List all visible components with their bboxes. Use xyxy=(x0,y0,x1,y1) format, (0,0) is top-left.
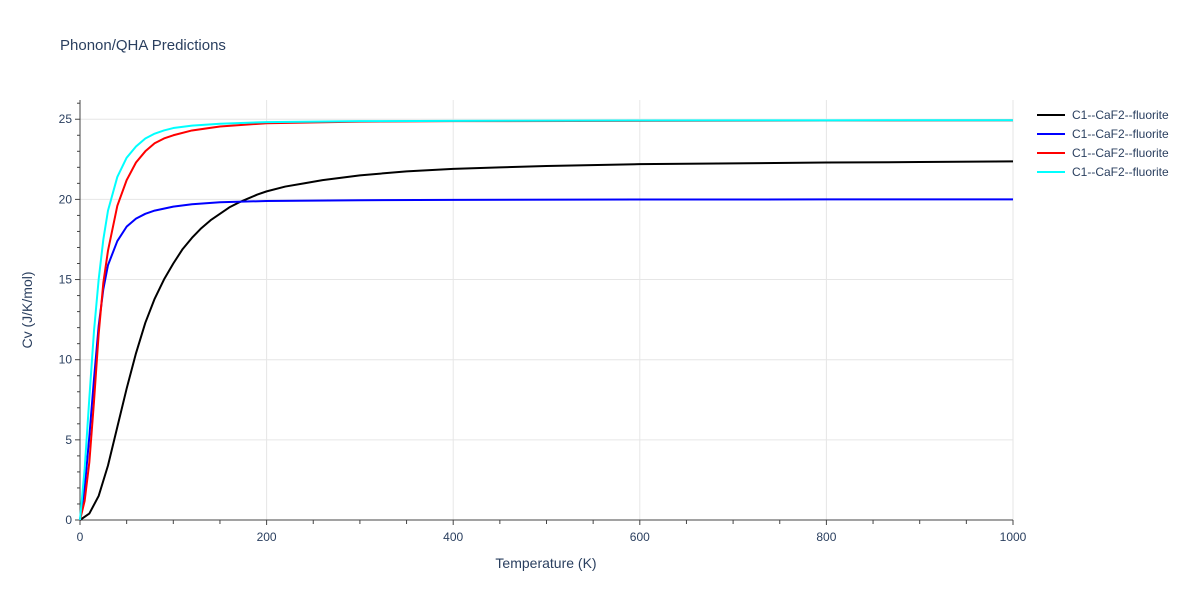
x-tick-label: 600 xyxy=(630,530,650,544)
x-tick-label: 1000 xyxy=(1000,530,1027,544)
y-tick-label: 20 xyxy=(59,192,73,206)
legend-label: C1--CaF2--fluorite xyxy=(1072,165,1169,179)
legend-item-1[interactable]: C1--CaF2--fluorite xyxy=(1037,108,1169,122)
series-line-3 xyxy=(79,119,1014,521)
y-tick-label: 15 xyxy=(59,273,73,287)
y-tick-label: 25 xyxy=(59,112,73,126)
y-tick-label: 10 xyxy=(59,353,73,367)
x-tick-label: 800 xyxy=(816,530,836,544)
y-axis-title: Cv (J/K/mol) xyxy=(19,272,35,349)
x-tick-label: 200 xyxy=(257,530,277,544)
series-line-1 xyxy=(79,160,1014,521)
legend-label: C1--CaF2--fluorite xyxy=(1072,108,1169,122)
series-line-4 xyxy=(79,119,1014,521)
tick-labels: 0 200 400 600 800 1000 0 5 10 15 20 25 xyxy=(59,112,1027,544)
x-tick-label: 0 xyxy=(77,530,84,544)
y-tick-label: 0 xyxy=(65,513,72,527)
plot-area xyxy=(79,119,1014,521)
legend-item-3[interactable]: C1--CaF2--fluorite xyxy=(1037,146,1169,160)
legend-item-4[interactable]: C1--CaF2--fluorite xyxy=(1037,165,1169,179)
y-tick-label: 5 xyxy=(65,433,72,447)
x-axis-title: Temperature (K) xyxy=(495,555,596,571)
legend-item-2[interactable]: C1--CaF2--fluorite xyxy=(1037,127,1169,141)
legend-label: C1--CaF2--fluorite xyxy=(1072,127,1169,141)
legend-label: C1--CaF2--fluorite xyxy=(1072,146,1169,160)
chart-title: Phonon/QHA Predictions xyxy=(60,37,226,54)
x-tick-label: 400 xyxy=(443,530,463,544)
series-line-2 xyxy=(79,198,1013,521)
legend[interactable]: C1--CaF2--fluorite C1--CaF2--fluorite C1--… xyxy=(1037,108,1169,179)
axes xyxy=(75,100,1014,525)
